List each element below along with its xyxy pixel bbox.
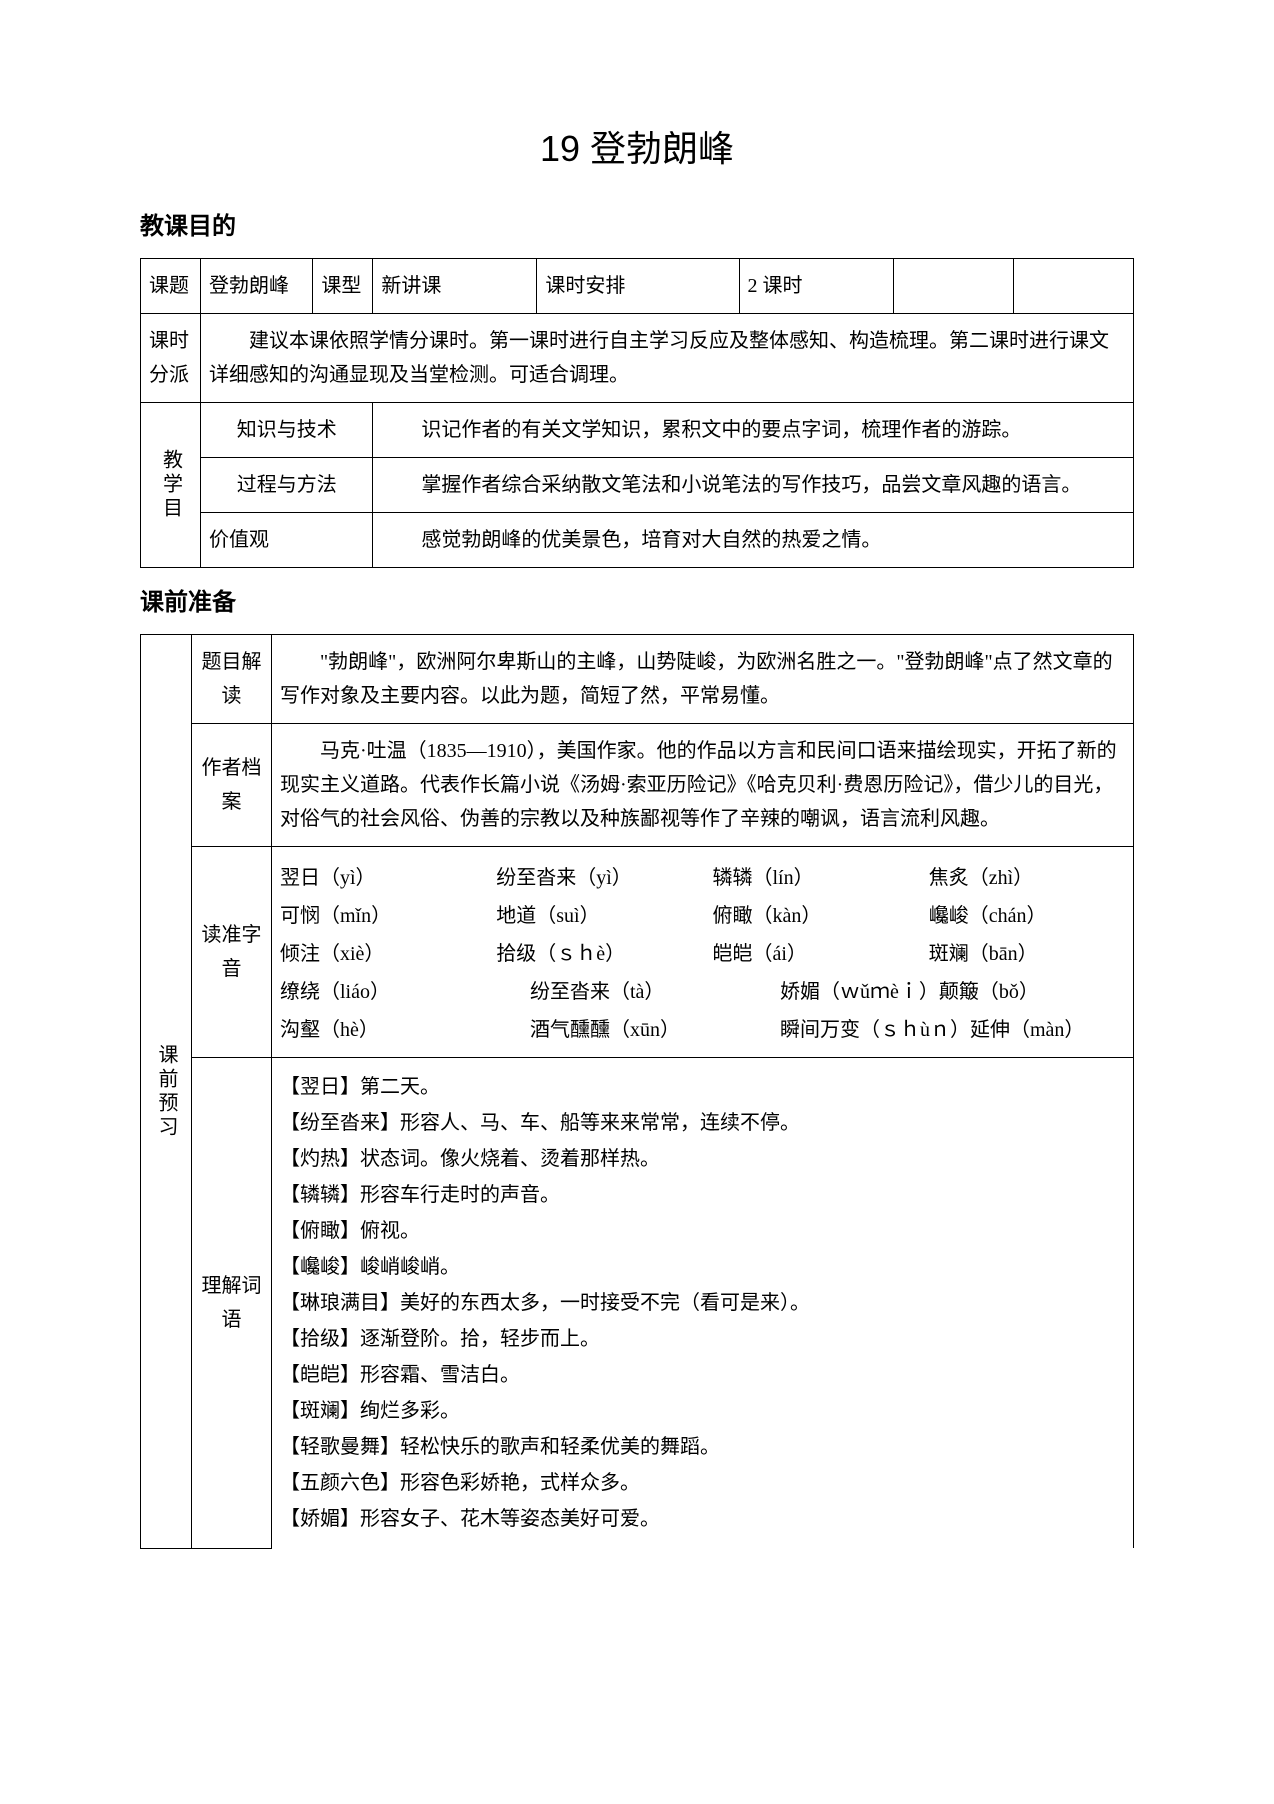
cell-side-label: 课前预习 (141, 635, 192, 1549)
pinyin-item: 翌日（yì） (280, 861, 476, 895)
pinyin-cell: 翌日（yì） 纷至沓来（yì） 辚辚（lín） 焦炙（zhì） 可悯（mǐn） … (272, 847, 1134, 1058)
word-definition: 【皑皑】形容霜、雪洁白。 (280, 1358, 1125, 1392)
table-row: 教学目 知识与技术 识记作者的有关文学知识，累积文中的要点字词，梳理作者的游踪。 (141, 402, 1134, 457)
objective-table: 课题 登勃朗峰 课型 新讲课 课时安排 2 课时 课时分派 建议本课依照学情分课… (140, 258, 1134, 568)
cell-label: 课题 (141, 258, 201, 313)
cell-content: "勃朗峰"，欧洲阿尔卑斯山的主峰，山势陡峻，为欧洲名胜之一。"登勃朗峰"点了然文… (272, 635, 1134, 724)
pinyin-item: 地道（suì） (496, 899, 692, 933)
definitions-cell: 【翌日】第二天。 【纷至沓来】形容人、马、车、船等来来常常，连续不停。 【灼热】… (272, 1058, 1134, 1549)
table-row: 课前预习 题目解读 "勃朗峰"，欧洲阿尔卑斯山的主峰，山势陡峻，为欧洲名胜之一。… (141, 635, 1134, 724)
pinyin-item: 辚辚（lín） (713, 861, 909, 895)
table-row: 读准字音 翌日（yì） 纷至沓来（yì） 辚辚（lín） 焦炙（zhì） 可悯（… (141, 847, 1134, 1058)
word-definition: 【轻歌曼舞】轻松快乐的歌声和轻柔优美的舞蹈。 (280, 1430, 1125, 1464)
word-definition: 【辚辚】形容车行走时的声音。 (280, 1178, 1125, 1212)
table-row: 作者档案 马克·吐温（1835—1910），美国作家。他的作品以方言和民间口语来… (141, 724, 1134, 847)
cell-label: 课时分派 (141, 313, 201, 402)
pinyin-item: 俯瞰（kàn） (713, 899, 909, 933)
cell-label: 理解词语 (192, 1058, 272, 1549)
word-definition: 【俯瞰】俯视。 (280, 1214, 1125, 1248)
cell-content: 马克·吐温（1835—1910），美国作家。他的作品以方言和民间口语来描绘现实，… (272, 724, 1134, 847)
pinyin-item: 瞬间万变（ｓｈùｎ）延伸（màn） (780, 1013, 1125, 1047)
cell-side-label: 教学目 (141, 402, 201, 567)
table-row: 课题 登勃朗峰 课型 新讲课 课时安排 2 课时 (141, 258, 1134, 313)
cell-content: 掌握作者综合采纳散文笔法和小说笔法的写作技巧，品尝文章风趣的语言。 (373, 457, 1134, 512)
cell-content: 感觉勃朗峰的优美景色，培育对大自然的热爱之情。 (373, 512, 1134, 567)
pinyin-item: 焦炙（zhì） (929, 861, 1125, 895)
table-row: 理解词语 【翌日】第二天。 【纷至沓来】形容人、马、车、船等来来常常，连续不停。… (141, 1058, 1134, 1549)
pinyin-item: 皑皑（ái） (713, 937, 909, 971)
cell-empty (1014, 258, 1134, 313)
cell-value: 2 课时 (739, 258, 893, 313)
table-row: 过程与方法 掌握作者综合采纳散文笔法和小说笔法的写作技巧，品尝文章风趣的语言。 (141, 457, 1134, 512)
word-definition: 【纷至沓来】形容人、马、车、船等来来常常，连续不停。 (280, 1106, 1125, 1140)
section-heading-prep: 课前准备 (140, 584, 1134, 622)
cell-label: 课时安排 (537, 258, 739, 313)
table-row: 价值观 感觉勃朗峰的优美景色，培育对大自然的热爱之情。 (141, 512, 1134, 567)
cell-label: 作者档案 (192, 724, 272, 847)
word-definition: 【巉峻】峻峭峻峭。 (280, 1250, 1125, 1284)
pinyin-item: 酒气醺醺（xūn） (530, 1013, 760, 1047)
pinyin-item: 巉峻（chán） (929, 899, 1125, 933)
cell-content: 识记作者的有关文学知识，累积文中的要点字词，梳理作者的游踪。 (373, 402, 1134, 457)
pinyin-item: 可悯（mǐn） (280, 899, 476, 933)
word-definition: 【拾级】逐渐登阶。拾，轻步而上。 (280, 1322, 1125, 1356)
pinyin-item: 纷至沓来（tà） (530, 975, 760, 1009)
cell-label: 课型 (313, 258, 373, 313)
pinyin-item: 娇媚（ｗǔｍèｉ）颠簸（bǒ） (780, 975, 1125, 1009)
cell-label: 过程与方法 (201, 457, 373, 512)
word-definition: 【五颜六色】形容色彩娇艳，式样众多。 (280, 1466, 1125, 1500)
word-definition: 【翌日】第二天。 (280, 1070, 1125, 1104)
table-row: 课时分派 建议本课依照学情分课时。第一课时进行自主学习反应及整体感知、构造梳理。… (141, 313, 1134, 402)
pinyin-item: 纷至沓来（yì） (496, 861, 692, 895)
cell-label: 价值观 (201, 512, 373, 567)
cell-value: 新讲课 (373, 258, 537, 313)
prep-table: 课前预习 题目解读 "勃朗峰"，欧洲阿尔卑斯山的主峰，山势陡峻，为欧洲名胜之一。… (140, 634, 1134, 1549)
cell-label: 读准字音 (192, 847, 272, 1058)
word-definition: 【斑斓】绚烂多彩。 (280, 1394, 1125, 1428)
pinyin-item: 倾注（xiè） (280, 937, 476, 971)
cell-label: 题目解读 (192, 635, 272, 724)
cell-content: 建议本课依照学情分课时。第一课时进行自主学习反应及整体感知、构造梳理。第二课时进… (201, 313, 1134, 402)
pinyin-item: 沟壑（hè） (280, 1013, 510, 1047)
pinyin-item: 斑斓（bān） (929, 937, 1125, 971)
pinyin-item: 缭绕（liáo） (280, 975, 510, 1009)
word-definition: 【灼热】状态词。像火烧着、烫着那样热。 (280, 1142, 1125, 1176)
word-definition: 【琳琅满目】美好的东西太多，一时接受不完（看可是来）。 (280, 1286, 1125, 1320)
cell-value: 登勃朗峰 (201, 258, 313, 313)
cell-empty (894, 258, 1014, 313)
pinyin-item: 拾级（ｓｈè） (496, 937, 692, 971)
section-heading-objective: 教课目的 (140, 208, 1134, 246)
word-definition: 【娇媚】形容女子、花木等姿态美好可爱。 (280, 1502, 1125, 1536)
document-title: 19 登勃朗峰 (140, 120, 1134, 178)
cell-label: 知识与技术 (201, 402, 373, 457)
